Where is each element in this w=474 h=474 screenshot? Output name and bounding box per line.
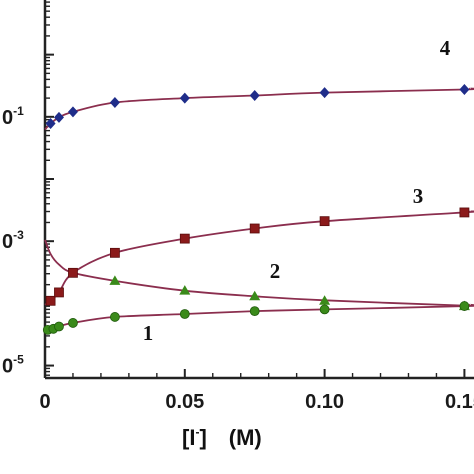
curve-4	[44, 87, 474, 131]
marker-series-1	[68, 318, 78, 328]
x-tick-label: 0.10	[305, 391, 344, 413]
x-tick-label: 0	[39, 391, 50, 413]
x-axis-title: [I-] (M)	[182, 425, 262, 450]
curve-label-4: 4	[440, 36, 451, 60]
marker-series-2	[249, 290, 261, 301]
marker-series-1	[319, 304, 330, 315]
marker-series-3	[459, 207, 470, 218]
y-tick-label: 0-3	[2, 228, 24, 253]
marker-series-4	[459, 84, 470, 96]
marker-series-4	[67, 106, 78, 118]
marker-series-3	[319, 216, 330, 227]
marker-series-4	[179, 92, 190, 104]
marker-series-1	[110, 312, 120, 322]
marker-series-3	[249, 223, 260, 234]
marker-series-3	[45, 295, 56, 306]
marker-series-3	[179, 233, 190, 244]
x-tick-label: 0.15	[445, 391, 474, 413]
curve-1	[44, 304, 474, 335]
marker-series-2	[179, 285, 191, 295]
marker-series-1	[249, 306, 260, 317]
data-points	[42, 84, 470, 335]
marker-series-4	[249, 90, 260, 102]
y-tick-label: 0-1	[2, 104, 24, 129]
marker-series-2	[109, 275, 121, 285]
curve-label-2: 2	[270, 259, 281, 283]
curve-labels: 4 3 2 1	[143, 36, 451, 345]
marker-series-1	[54, 321, 64, 332]
marker-series-4	[319, 87, 330, 99]
curve-label-1: 1	[143, 321, 154, 345]
marker-series-4	[53, 111, 64, 123]
curve-label-3: 3	[413, 184, 424, 208]
marker-series-1	[459, 301, 470, 311]
x-tick-label: 0.05	[165, 391, 204, 413]
marker-series-4	[45, 118, 56, 130]
marker-series-2	[319, 295, 331, 305]
y-tick-label: 0-5	[2, 353, 24, 378]
marker-series-3	[110, 247, 120, 258]
fit-curves	[44, 87, 474, 335]
marker-series-1	[179, 309, 190, 319]
marker-series-3	[54, 287, 64, 298]
axes	[43, 0, 474, 380]
tick-labels: 0 0.05 0.10 0.15 0-1 0-3 0-5	[2, 104, 474, 413]
curve-2	[44, 239, 474, 307]
marker-series-4	[109, 96, 120, 108]
marker-series-3	[68, 267, 78, 278]
axis-ticks	[44, 1, 466, 378]
